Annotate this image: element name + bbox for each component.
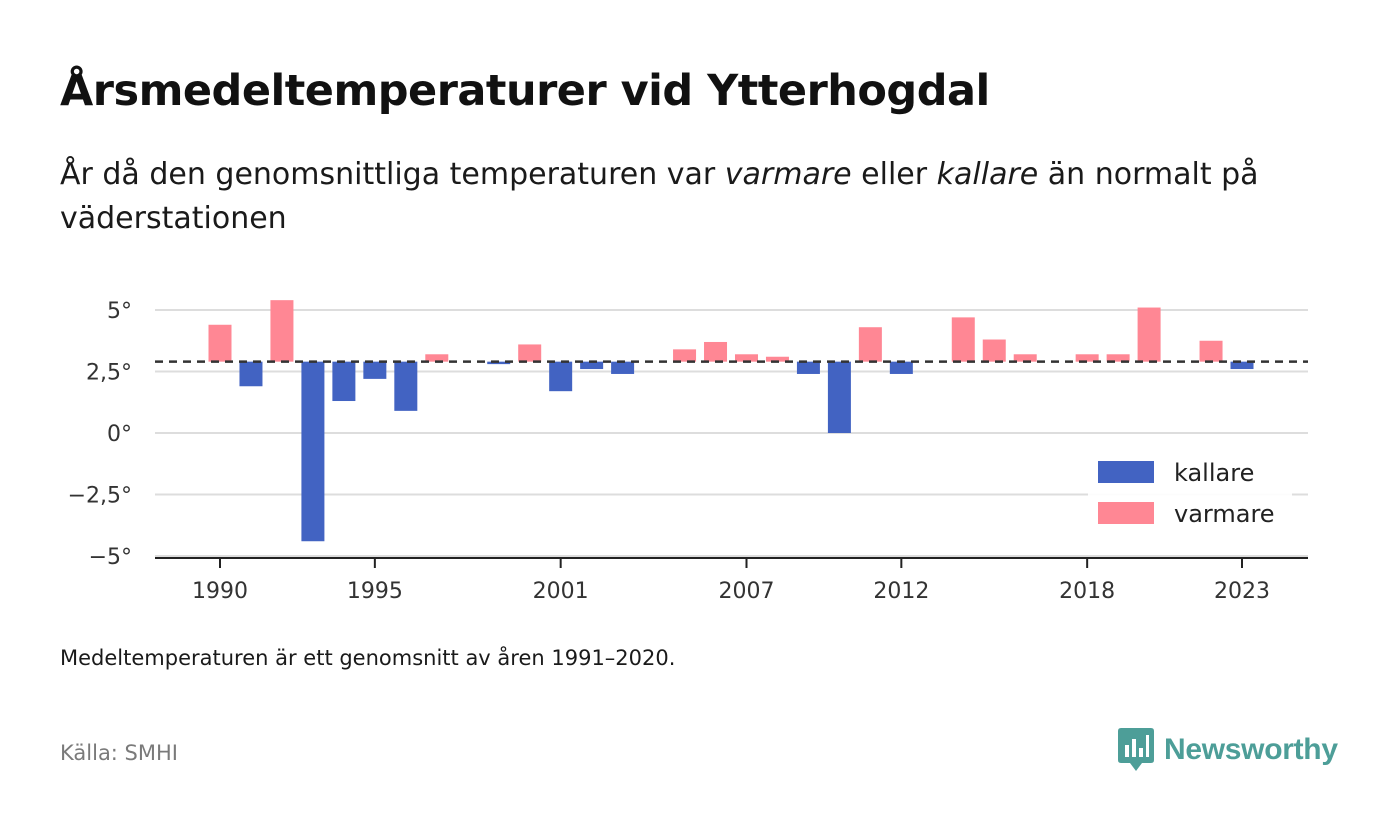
subtitle-text-2: eller xyxy=(851,157,937,192)
y-tick-label: 5° xyxy=(107,299,132,324)
x-tick-label: 1995 xyxy=(347,579,403,604)
x-tick-label: 1990 xyxy=(192,579,248,604)
x-tick-label: 2023 xyxy=(1214,579,1270,604)
bar-kallare xyxy=(394,361,418,411)
bar-kallare xyxy=(827,361,851,433)
subtitle-text-3: än normalt på väderstationen xyxy=(60,157,1259,236)
bar-varmare xyxy=(673,349,697,362)
y-tick-label: 2,5° xyxy=(86,361,132,386)
chart-subtitle: År då den genomsnittliga temperaturen va… xyxy=(60,153,1340,241)
bar-varmare xyxy=(734,354,758,362)
bar-varmare xyxy=(1013,354,1037,362)
bar-kallare xyxy=(332,361,356,402)
bar-kallare xyxy=(1230,361,1254,370)
bar-kallare xyxy=(549,361,573,392)
bar-varmare xyxy=(1199,340,1223,362)
subtitle-kallare: kallare xyxy=(936,157,1039,192)
bar-varmare xyxy=(704,341,728,362)
newsworthy-brand-text: Newsworthy xyxy=(1164,733,1338,766)
bar-varmare xyxy=(425,354,449,362)
bar-varmare xyxy=(858,327,882,362)
footnote: Medeltemperaturen är ett genomsnitt av å… xyxy=(60,646,676,670)
bar-kallare xyxy=(239,361,263,387)
chart-title: Årsmedeltemperaturer vid Ytterhogdal xyxy=(60,66,990,116)
legend-swatch-kallare xyxy=(1098,461,1154,483)
x-tick-label: 2007 xyxy=(718,579,774,604)
bar-kallare xyxy=(363,361,387,379)
y-tick-label: 0° xyxy=(107,422,132,447)
bar-varmare xyxy=(951,317,975,362)
bar-varmare xyxy=(208,324,232,362)
legend-label-varmare: varmare xyxy=(1174,500,1275,528)
x-tick-label: 2012 xyxy=(873,579,929,604)
bar-varmare xyxy=(1137,307,1161,362)
subtitle-text-1: År då den genomsnittliga temperaturen va… xyxy=(60,157,725,192)
x-tick-label: 2001 xyxy=(533,579,589,604)
bar-varmare xyxy=(1075,354,1099,362)
legend-swatch-varmare xyxy=(1098,502,1154,524)
bar-varmare xyxy=(982,339,1006,362)
y-tick-label: −2,5° xyxy=(68,484,132,509)
newsworthy-logo-icon xyxy=(1118,728,1154,771)
bar-varmare xyxy=(270,300,294,362)
legend-label-kallare: kallare xyxy=(1174,459,1254,487)
bar-kallare xyxy=(611,361,635,374)
bar-varmare xyxy=(1106,354,1130,362)
bar-kallare xyxy=(796,361,820,374)
temperature-bar-chart: 5° 2,5° 0° −2,5° −5° 1990 1995 2001 2007 2012 2018… xyxy=(68,299,1308,604)
source-credit: Källa: SMHI xyxy=(60,741,178,765)
x-tick-label: 2018 xyxy=(1059,579,1115,604)
subtitle-varmare: varmare xyxy=(724,157,852,192)
bar-varmare xyxy=(765,356,789,362)
bar-kallare xyxy=(580,361,604,370)
bar-varmare xyxy=(518,344,542,362)
bar-kallare xyxy=(301,361,325,542)
newsworthy-logo[interactable]: Newsworthy xyxy=(1118,727,1338,773)
bar-kallare xyxy=(889,361,913,374)
y-tick-label: −5° xyxy=(89,545,132,570)
